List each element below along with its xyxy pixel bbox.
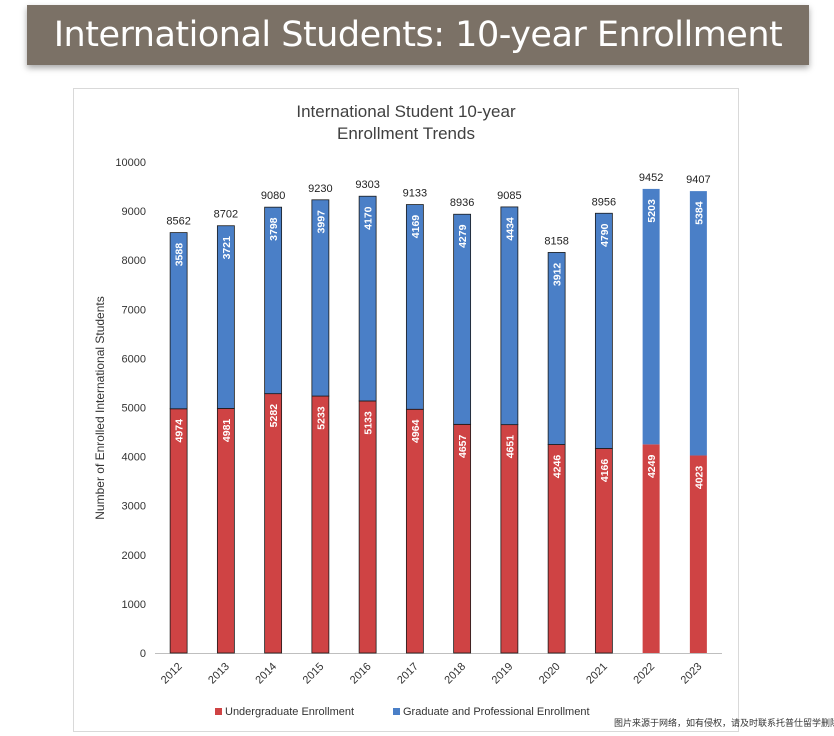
data-label-total: 8562	[166, 216, 190, 228]
bar-graduate	[311, 199, 330, 397]
y-tick-label: 7000	[122, 304, 146, 316]
bar-graduate	[264, 206, 283, 395]
legend-label-graduate: Graduate and Professional Enrollment	[403, 706, 590, 718]
y-axis-label: Number of Enrolled International Student…	[93, 296, 107, 519]
x-tick-label: 2015	[301, 661, 327, 687]
data-label-graduate: 3798	[268, 217, 280, 241]
legend-label-undergraduate: Undergraduate Enrollment	[225, 706, 354, 718]
bar-graduate	[169, 232, 188, 410]
data-label-total: 9133	[403, 188, 427, 200]
y-tick-label: 1000	[122, 599, 146, 611]
bar-graduate	[216, 225, 235, 409]
data-label-undergraduate: 5233	[315, 406, 327, 430]
data-label-graduate: 3912	[552, 263, 564, 287]
bar-undergraduate	[358, 400, 377, 654]
data-label-undergraduate: 4964	[410, 419, 422, 443]
x-tick-label: 2018	[442, 661, 468, 687]
data-label-undergraduate: 4974	[174, 419, 186, 443]
data-label-undergraduate: 4166	[599, 459, 611, 483]
data-label-total: 9407	[686, 174, 710, 186]
bar-graduate	[405, 204, 424, 410]
x-tick-label: 2023	[679, 661, 705, 687]
bar-undergraduate	[642, 444, 660, 653]
data-label-graduate: 5384	[693, 201, 705, 225]
x-tick-label: 2019	[490, 661, 516, 687]
chart-title-line: International Student 10-year	[296, 102, 516, 121]
data-label-undergraduate: 5282	[268, 404, 280, 428]
data-label-graduate: 4170	[363, 206, 375, 230]
data-label-total: 8702	[214, 209, 238, 221]
y-tick-label: 6000	[122, 353, 146, 365]
bar-graduate	[642, 188, 660, 445]
data-label-undergraduate: 4023	[693, 466, 705, 490]
data-label-graduate: 3588	[174, 243, 186, 267]
bar-undergraduate	[169, 408, 188, 654]
watermark-text: 图片来源于网络，如有侵权，请及时联系托普仕留学删除	[614, 718, 834, 728]
data-label-graduate: 3997	[315, 210, 327, 234]
data-label-total: 9303	[355, 179, 379, 191]
x-tick-label: 2021	[584, 661, 610, 687]
data-label-undergraduate: 4657	[457, 435, 469, 459]
data-label-undergraduate: 4246	[552, 455, 564, 479]
data-label-undergraduate: 4981	[221, 419, 233, 443]
bar-undergraduate	[216, 408, 235, 654]
data-label-total: 9080	[261, 190, 285, 202]
y-tick-label: 2000	[122, 550, 146, 562]
data-label-total: 9452	[639, 172, 663, 184]
data-label-undergraduate: 5133	[363, 411, 375, 435]
x-tick-label: 2022	[631, 661, 657, 687]
y-tick-label: 5000	[122, 403, 146, 415]
x-tick-label: 2013	[206, 661, 232, 687]
x-tick-label: 2012	[159, 661, 185, 687]
data-label-graduate: 4790	[599, 223, 611, 247]
bar-graduate	[594, 212, 613, 449]
data-label-graduate: 3721	[221, 236, 233, 260]
y-tick-label: 9000	[122, 206, 146, 218]
data-label-total: 8158	[544, 235, 568, 247]
y-tick-label: 4000	[122, 452, 146, 464]
bar-graduate	[689, 191, 707, 456]
data-label-undergraduate: 4651	[504, 435, 516, 459]
data-label-total: 8956	[592, 196, 616, 208]
bar-undergraduate	[264, 393, 283, 654]
y-tick-label: 3000	[122, 501, 146, 513]
x-tick-label: 2016	[348, 661, 374, 687]
data-label-undergraduate: 4249	[646, 455, 658, 479]
x-tick-label: 2017	[395, 661, 421, 687]
data-label-graduate: 4169	[410, 215, 422, 239]
legend-swatch-undergraduate	[215, 708, 222, 715]
page-banner: International Students: 10-year Enrollme…	[27, 5, 809, 65]
bar-undergraduate	[311, 395, 330, 654]
data-label-total: 9230	[308, 183, 332, 195]
bar-undergraduate	[689, 455, 707, 653]
x-tick-label: 2014	[253, 661, 279, 687]
bar-graduate	[547, 252, 566, 445]
data-label-graduate: 4279	[457, 224, 469, 248]
y-tick-label: 0	[140, 648, 146, 660]
bar-graduate	[453, 213, 472, 425]
x-tick-label: 2020	[537, 661, 563, 687]
data-label-graduate: 5203	[646, 199, 658, 223]
data-label-graduate: 4434	[504, 217, 516, 241]
legend-swatch-graduate	[393, 708, 400, 715]
y-tick-label: 10000	[115, 157, 146, 169]
banner-title: International Students: 10-year Enrollme…	[53, 15, 783, 55]
bar-graduate	[500, 206, 519, 426]
y-tick-label: 8000	[122, 255, 146, 267]
data-label-total: 9085	[497, 190, 521, 202]
data-label-total: 8936	[450, 197, 474, 209]
chart-title-line: Enrollment Trends	[337, 124, 475, 143]
bar-graduate	[358, 195, 377, 402]
bar-undergraduate	[405, 408, 424, 654]
